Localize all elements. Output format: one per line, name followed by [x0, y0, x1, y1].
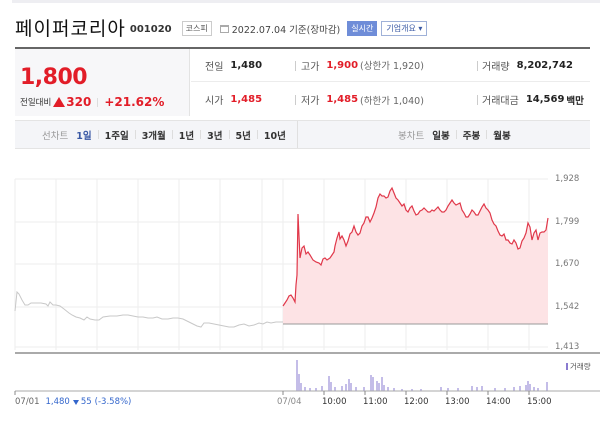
company-info-dropdown[interactable]: 기업개요 ▾: [381, 21, 428, 36]
price-chart[interactable]: [0, 150, 600, 422]
trade-value-value: 14,569: [525, 94, 565, 105]
today-fill-area: [283, 188, 548, 324]
x-tick-0704: 07/04: [277, 397, 302, 407]
divider: [171, 130, 173, 139]
candle-chart-tabs: 봉차트 일봉 주봉 월봉: [398, 121, 511, 148]
volume-label: 거래량: [482, 61, 510, 73]
prev-day-line: [14, 290, 283, 328]
volume-legend: 거래량: [566, 361, 591, 372]
high-label: 고가: [301, 61, 320, 73]
divider: [477, 61, 478, 71]
tab-weekly-candle[interactable]: 주봉: [462, 130, 481, 142]
tab-1w[interactable]: 1주일: [104, 130, 129, 142]
x-tick-1100: 11:00: [363, 397, 388, 407]
volume-swatch-icon: [566, 363, 568, 370]
price-change: 전일대비 320 +21.62%: [20, 95, 164, 109]
low-value: 1,485: [326, 94, 359, 105]
tab-1d[interactable]: 1일: [76, 130, 92, 142]
divider: [200, 130, 202, 139]
divider: [455, 130, 457, 139]
divider: [97, 130, 99, 139]
header-divider: [15, 47, 590, 49]
upper-limit: (상한가 1,920): [360, 61, 424, 72]
prev-date-label: 07/01: [15, 397, 40, 407]
current-price: 1,800: [20, 65, 88, 90]
prev-close-value: 1,480: [230, 59, 263, 71]
volume-bars: [296, 360, 548, 391]
tab-daily-candle[interactable]: 일봉: [432, 130, 450, 142]
stats-row-1: 전일 1,480 고가 1,900 (상한가 1,920) 거래량 8,202,…: [191, 49, 590, 82]
stock-header: 페이퍼코리아 001020 코스피 2022.07.04 기준(장마감) 실시간…: [15, 14, 428, 40]
tab-3y[interactable]: 3년: [207, 130, 223, 142]
prev-day-summary: 07/01 1,480 55 (-3.58%): [15, 397, 131, 407]
line-chart-label: 선차트: [42, 130, 69, 142]
realtime-button[interactable]: 실시간: [347, 21, 378, 36]
divider: [477, 95, 478, 105]
down-arrow-icon: [72, 399, 79, 405]
divider: [228, 130, 230, 139]
volume-value: 8,202,742: [516, 59, 573, 71]
tab-10y[interactable]: 10년: [263, 130, 286, 142]
up-arrow-icon: [53, 97, 66, 107]
open-value: 1,485: [230, 94, 263, 105]
low-cell: 저가 1,485 (하한가 1,040): [301, 92, 424, 107]
calendar-icon: [219, 25, 229, 33]
candle-chart-label: 봉차트: [398, 130, 425, 142]
prev-change-amount: 55: [80, 397, 92, 407]
stats-row-2: 시가 1,485 저가 1,485 (하한가 1,040) 거래대금 14,56…: [191, 83, 590, 116]
x-tick-1500: 15:00: [527, 397, 552, 407]
volume-cell: 거래량 8,202,742: [482, 58, 573, 73]
chart-period-tabs: 선차트 1일 1주일 3개월 1년 3년 5년 10년 봉차트 일봉 주봉 월봉: [15, 120, 590, 149]
divider: [97, 97, 99, 107]
today-price-line: [282, 186, 549, 307]
y-tick-1542: 1,542: [555, 302, 580, 312]
volume-legend-label: 거래량: [570, 362, 591, 371]
divider: [486, 130, 488, 139]
as-of-date: 2022.07.04 기준(장마감): [231, 24, 341, 36]
trade-value-unit: 백만: [566, 95, 584, 107]
divider: [256, 130, 258, 139]
trade-value-cell: 거래대금 14,569 백만: [482, 92, 584, 107]
stock-code: 001020: [129, 24, 172, 35]
tab-monthly-candle[interactable]: 월봉: [493, 130, 511, 142]
change-label: 전일대비: [20, 98, 52, 108]
x-ticks: [14, 391, 530, 395]
x-tick-1200: 12:00: [404, 397, 429, 407]
tab-5y[interactable]: 5년: [235, 130, 251, 142]
high-cell: 고가 1,900 (상한가 1,920): [301, 58, 424, 73]
divider: [295, 95, 296, 105]
line-chart-tabs: 선차트 1일 1주일 3개월 1년 3년 5년 10년: [42, 121, 286, 148]
stock-name: 페이퍼코리아: [15, 17, 126, 40]
open-cell: 시가 1,485: [205, 92, 262, 107]
y-tick-1928: 1,928: [555, 174, 580, 184]
divider: [134, 130, 136, 139]
prev-close-value: 1,480: [45, 397, 70, 407]
lower-limit: (하한가 1,040): [360, 95, 424, 107]
low-label: 저가: [301, 96, 320, 107]
trade-value-label: 거래대금: [482, 96, 519, 107]
x-tick-1300: 13:00: [445, 397, 470, 407]
top-border: [12, 0, 600, 3]
y-tick-1413: 1,413: [555, 342, 580, 352]
change-amount: 320: [66, 95, 92, 109]
divider: [295, 61, 296, 71]
change-percent: +21.62%: [104, 95, 165, 109]
x-tick-1000: 10:00: [322, 397, 347, 407]
tab-divider: [297, 121, 298, 148]
high-value: 1,900: [326, 59, 359, 71]
stats-table: 전일 1,480 고가 1,900 (상한가 1,920) 거래량 8,202,…: [191, 49, 590, 116]
prev-close-cell: 전일 1,480: [205, 58, 262, 73]
price-summary: 1,800 전일대비 320 +21.62%: [15, 49, 190, 116]
prev-close-label: 전일: [205, 61, 224, 73]
y-tick-1799: 1,799: [555, 217, 580, 227]
market-badge: 코스피: [181, 21, 212, 36]
tab-1y[interactable]: 1년: [178, 130, 195, 142]
y-tick-1670: 1,670: [555, 259, 580, 269]
x-tick-1400: 14:00: [486, 397, 511, 407]
open-label: 시가: [205, 96, 224, 107]
tab-3m[interactable]: 3개월: [141, 130, 166, 142]
prev-change-percent: (-3.58%): [94, 397, 132, 407]
